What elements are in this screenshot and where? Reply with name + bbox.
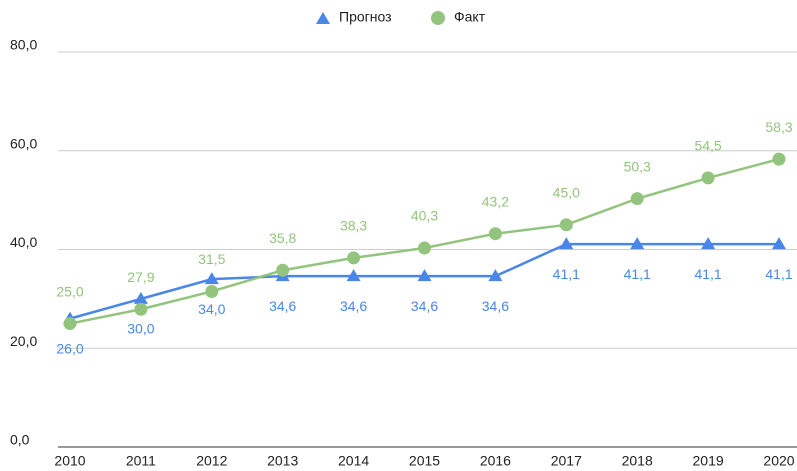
x-tick-label: 2015 xyxy=(409,453,440,469)
y-tick-label: 80,0 xyxy=(10,37,37,53)
point xyxy=(701,237,716,250)
data-label: 41,1 xyxy=(553,266,580,282)
point xyxy=(133,291,148,304)
x-tick-label: 2018 xyxy=(622,453,653,469)
data-label: 35,8 xyxy=(269,230,296,246)
data-label: 38,3 xyxy=(340,218,367,234)
data-label: 41,1 xyxy=(624,266,651,282)
point xyxy=(346,269,361,282)
data-label: 34,6 xyxy=(269,298,296,314)
data-label: 34,6 xyxy=(482,298,509,314)
data-label: 25,0 xyxy=(56,283,83,299)
x-tick-label: 2019 xyxy=(693,453,724,469)
x-tick-label: 2014 xyxy=(338,453,369,469)
point xyxy=(772,237,786,250)
data-label: 26,0 xyxy=(56,340,83,356)
point xyxy=(772,152,786,166)
data-label: 58,3 xyxy=(765,119,792,135)
y-tick-label: 0,0 xyxy=(10,432,30,448)
point xyxy=(417,269,432,282)
y-tick-label: 20,0 xyxy=(10,333,37,349)
data-label: 54,5 xyxy=(694,138,721,154)
data-label: 45,0 xyxy=(553,185,580,201)
x-tick-label: 2010 xyxy=(54,453,85,469)
point xyxy=(559,237,574,250)
point xyxy=(630,192,644,206)
x-tick-label: 2011 xyxy=(126,453,156,469)
data-label: 34,0 xyxy=(198,301,225,317)
point xyxy=(488,227,502,241)
point xyxy=(63,317,77,331)
x-tick-label: 2013 xyxy=(267,453,298,469)
point xyxy=(276,263,290,277)
y-tick-label: 40,0 xyxy=(10,234,37,250)
legend-label: Факт xyxy=(454,9,486,25)
x-tick-label: 2012 xyxy=(196,453,227,469)
legend-label: Прогноз xyxy=(339,9,392,25)
data-label: 50,3 xyxy=(624,158,651,174)
data-label: 30,0 xyxy=(127,321,154,337)
point xyxy=(701,171,715,185)
point xyxy=(134,302,148,316)
data-label: 40,3 xyxy=(411,208,438,224)
data-label: 31,5 xyxy=(198,251,225,267)
point xyxy=(347,251,361,265)
data-label: 43,2 xyxy=(482,193,509,209)
y-tick-label: 60,0 xyxy=(10,135,37,151)
point xyxy=(418,241,431,255)
x-tick-label: 2016 xyxy=(480,453,511,469)
data-label: 41,1 xyxy=(694,266,721,282)
point xyxy=(488,269,503,282)
legend-marker xyxy=(316,12,330,24)
x-tick-label: 2020 xyxy=(763,453,794,469)
x-tick-label: 2017 xyxy=(551,453,582,469)
point xyxy=(204,272,219,285)
data-label: 34,6 xyxy=(411,298,438,314)
data-label: 41,1 xyxy=(765,266,792,282)
point xyxy=(559,218,573,232)
data-label: 34,6 xyxy=(340,298,367,314)
point xyxy=(205,284,219,298)
data-label: 27,9 xyxy=(127,269,154,285)
point xyxy=(630,237,645,250)
legend-marker xyxy=(431,11,445,25)
